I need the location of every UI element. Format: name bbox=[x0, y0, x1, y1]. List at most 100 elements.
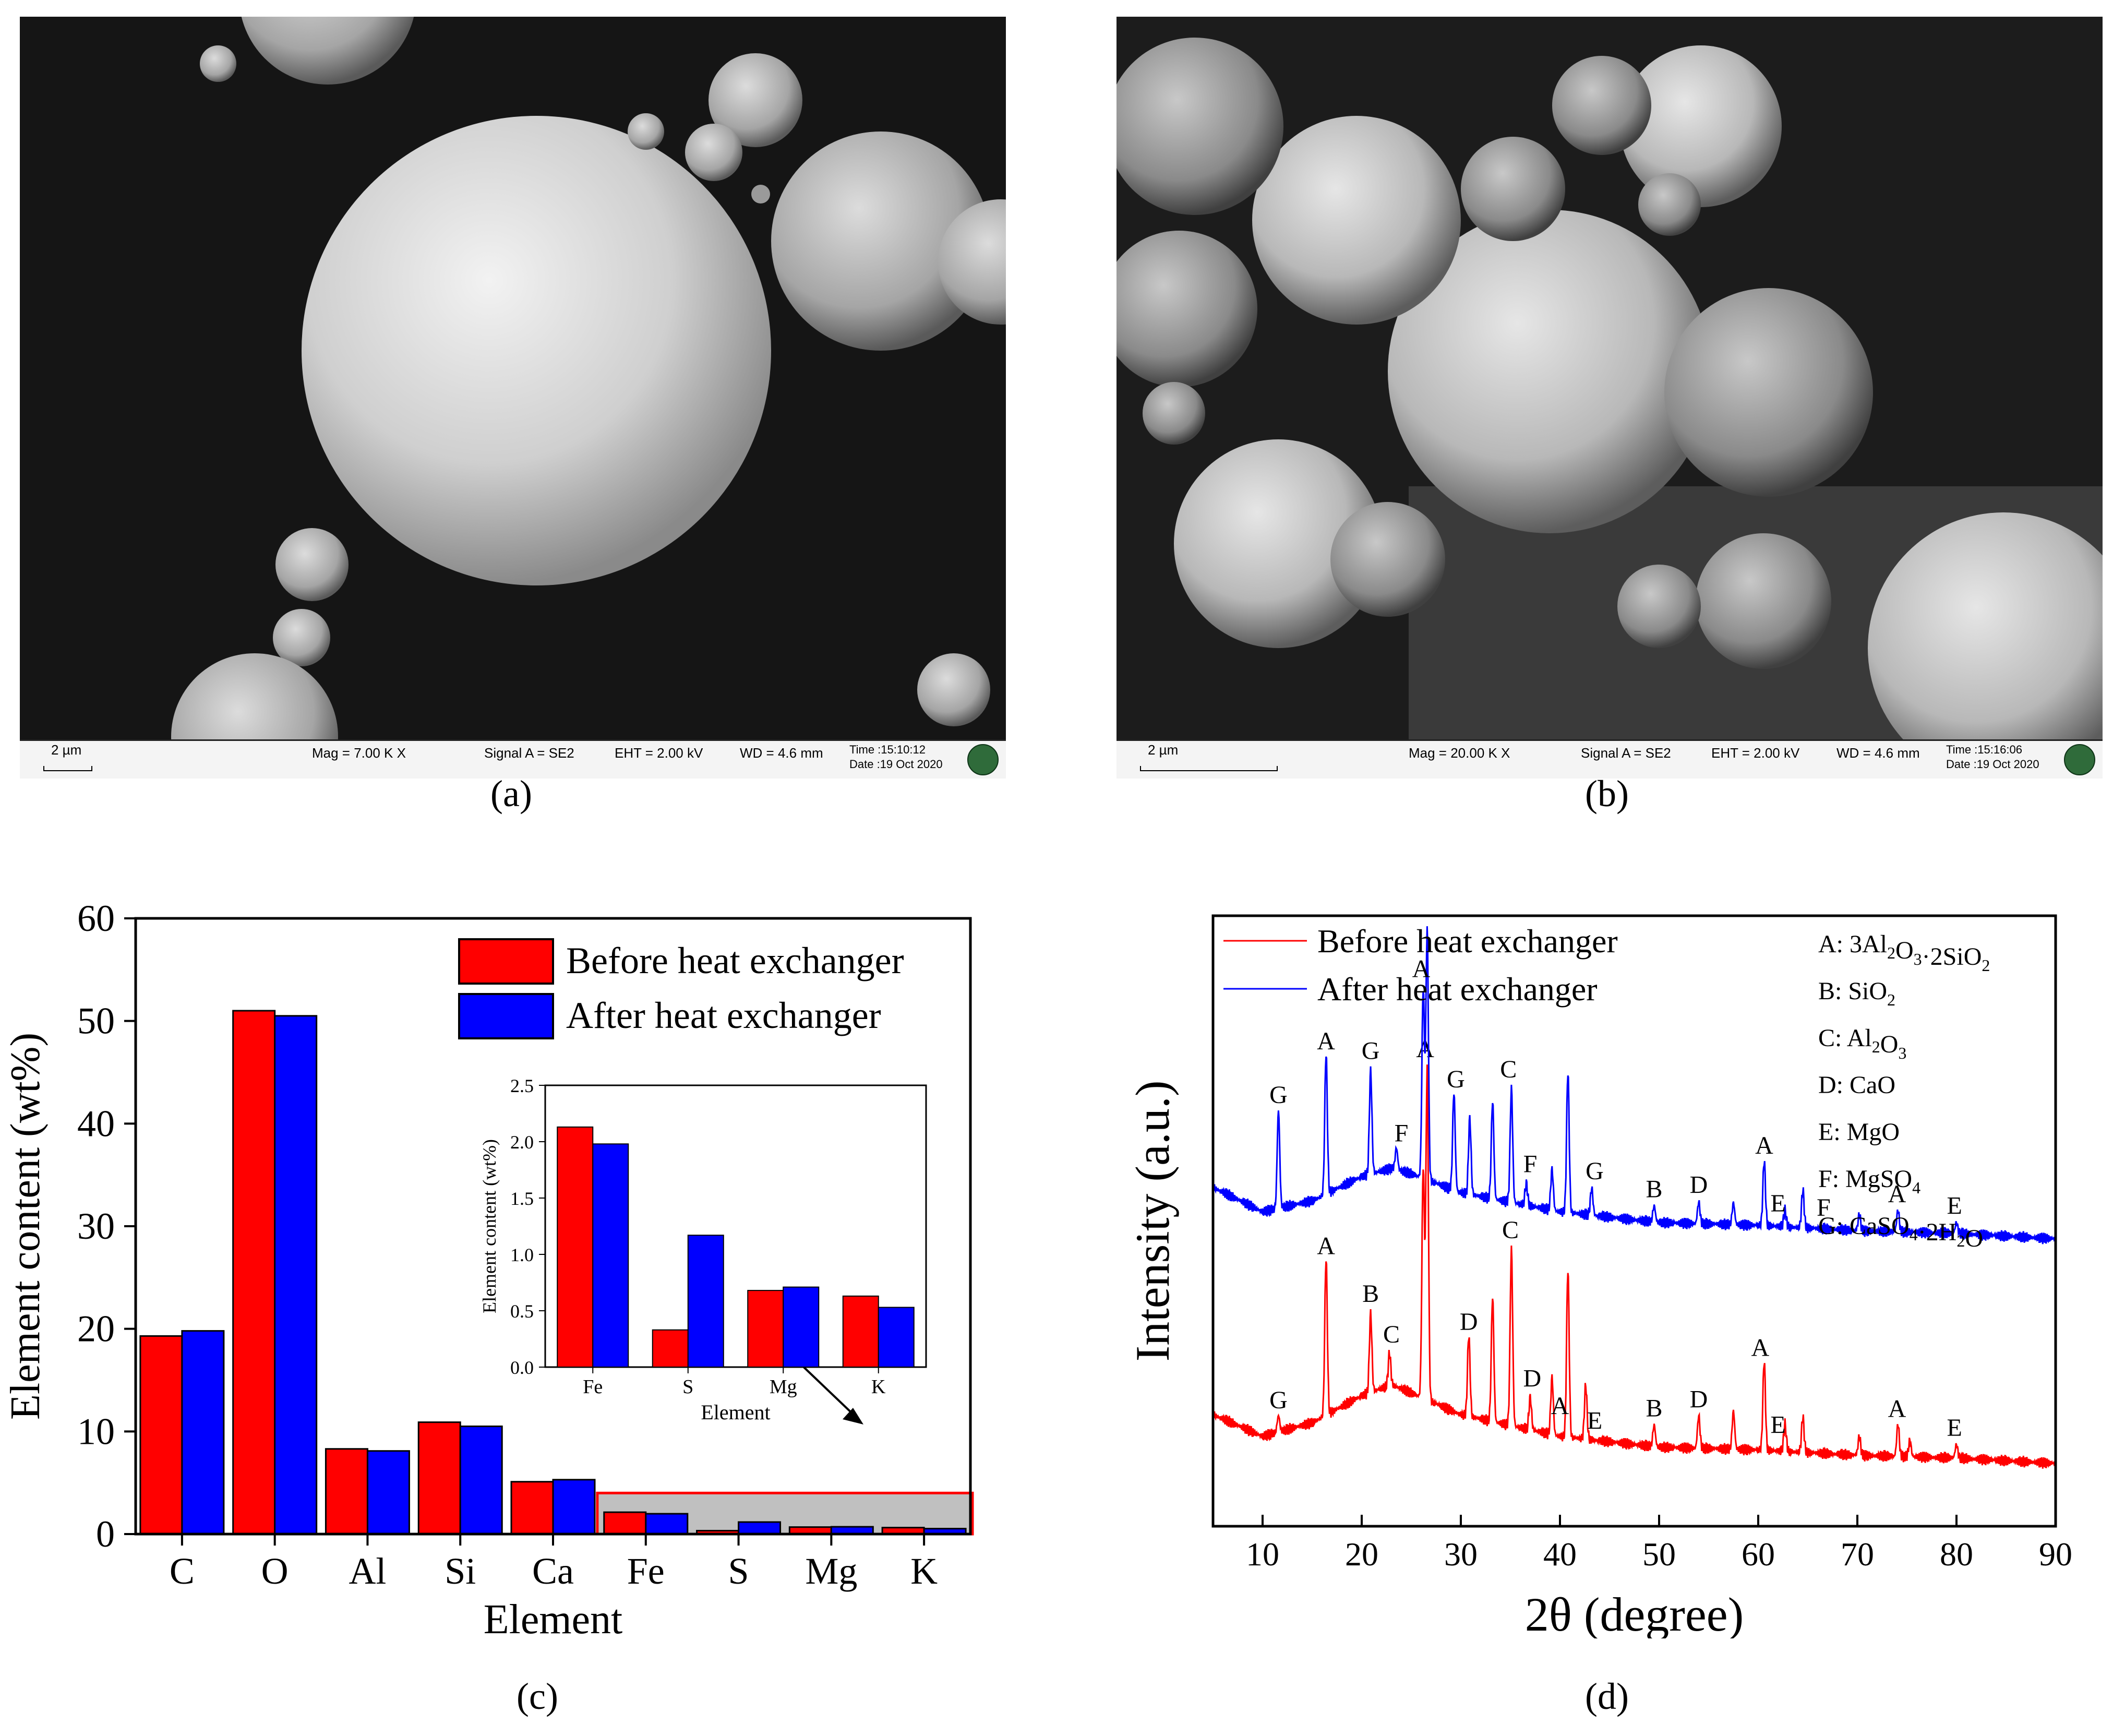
inset-bar-before-K bbox=[842, 1295, 879, 1368]
time-a: Time :15:10:12 bbox=[849, 743, 926, 756]
x-tick-label: 10 bbox=[1246, 1536, 1279, 1573]
peak-annotation-before: B bbox=[1646, 1395, 1662, 1422]
inset-bar-after-S bbox=[687, 1235, 724, 1368]
inset-arrow-line bbox=[797, 1361, 857, 1418]
peak-annotation-after: A bbox=[1317, 1027, 1335, 1055]
y-tick-label: 40 bbox=[77, 1103, 115, 1144]
x-tick-label: C bbox=[170, 1550, 195, 1592]
large-sphere bbox=[302, 116, 771, 585]
peak-annotation-before: E bbox=[1947, 1414, 1962, 1442]
inset-y-axis-title: Element content (wt%) bbox=[479, 1139, 500, 1313]
peak-annotation-before: D bbox=[1460, 1308, 1478, 1336]
inset-bar-before-S bbox=[652, 1329, 689, 1368]
peak-annotation-before: D bbox=[1690, 1385, 1708, 1413]
legend-label: Before heat exchanger bbox=[566, 940, 904, 981]
caption-a: (a) bbox=[490, 773, 532, 815]
inset-bar-before-Mg bbox=[747, 1290, 784, 1368]
element-content-bar-chart: C O Al Si Ca Fe S Mg K 0 10 20 30 40 50 60 Element Elemen… bbox=[3, 897, 974, 1638]
phase-legend-entry: A: 3Al2O3·2SiO2 bbox=[1818, 930, 1990, 975]
x-tick-label: 40 bbox=[1543, 1536, 1577, 1573]
x-tick-label: 80 bbox=[1940, 1536, 1973, 1573]
inset-y-tick-label: 1.0 bbox=[510, 1244, 534, 1265]
inset-bar-before-Fe bbox=[557, 1126, 594, 1368]
x-tick-label: K bbox=[910, 1550, 938, 1592]
y-tick-label: 10 bbox=[77, 1410, 115, 1452]
scale-bar-a bbox=[43, 766, 92, 771]
peak-annotation-after: A bbox=[1755, 1132, 1773, 1159]
mag-b: Mag = 20.00 K X bbox=[1409, 745, 1510, 761]
inset-y-tick-label: 0.5 bbox=[510, 1301, 534, 1322]
phase-legend-entry: B: SiO2 bbox=[1818, 977, 1895, 1009]
peak-annotation-before: B bbox=[1362, 1280, 1379, 1308]
institution-logo-a bbox=[967, 744, 999, 775]
inset-bar-after-K bbox=[878, 1307, 915, 1368]
bar-before-Ca bbox=[510, 1481, 554, 1535]
wd-b: WD = 4.6 mm bbox=[1836, 745, 1920, 761]
bar-before-Al bbox=[325, 1448, 368, 1535]
peak-annotation-before: A bbox=[1751, 1334, 1769, 1361]
peak-annotation-before: C bbox=[1383, 1321, 1400, 1348]
peak-annotation-after: E bbox=[1947, 1192, 1962, 1219]
sem-micrograph-b bbox=[1116, 17, 2103, 779]
inset-bar-after-Mg bbox=[783, 1286, 820, 1368]
sem-image-b: 2 µm Mag = 20.00 K X Signal A = SE2 EHT … bbox=[1116, 17, 2103, 779]
bar-before-Si bbox=[417, 1421, 461, 1535]
x-axis-title: 2θ (degree) bbox=[1525, 1588, 1744, 1638]
x-tick-label: 20 bbox=[1345, 1536, 1378, 1573]
scale-label-b: 2 µm bbox=[1148, 742, 1179, 758]
bar-before-O bbox=[232, 1010, 276, 1535]
x-tick-label: Si bbox=[445, 1550, 476, 1592]
x-tick-label: 70 bbox=[1841, 1536, 1874, 1573]
peak-annotation-before: A bbox=[1888, 1395, 1906, 1422]
signal-b: Signal A = SE2 bbox=[1581, 745, 1671, 761]
y-tick-label: 60 bbox=[77, 897, 115, 939]
inset-y-tick-label: 0.0 bbox=[510, 1357, 534, 1378]
institution-logo-b bbox=[2064, 744, 2095, 775]
peak-annotation-after: D bbox=[1690, 1171, 1708, 1199]
phase-legend-entry: C: Al2O3 bbox=[1818, 1024, 1906, 1062]
x-tick-label: Al bbox=[349, 1550, 386, 1592]
inset-bar-after-Fe bbox=[592, 1143, 629, 1368]
peak-annotation-after: F bbox=[1523, 1150, 1538, 1178]
inset-arrow-head bbox=[843, 1408, 863, 1424]
bar-before-Fe bbox=[603, 1511, 647, 1535]
y-axis-title: Intensity (a.u.) bbox=[1126, 1080, 1179, 1361]
peak-annotation-before: E bbox=[1770, 1411, 1785, 1439]
scale-label-a: 2 µm bbox=[51, 742, 82, 758]
bar-after-S bbox=[738, 1521, 782, 1535]
inset-x-tick-label: Fe bbox=[583, 1376, 603, 1398]
peak-annotation-after: G bbox=[1362, 1037, 1380, 1065]
peak-annotation-before: C bbox=[1502, 1216, 1519, 1244]
inset-y-tick-label: 2.0 bbox=[510, 1132, 534, 1153]
x-tick-label: Mg bbox=[805, 1550, 857, 1592]
x-tick-label: Ca bbox=[532, 1550, 574, 1592]
peak-annotation-after: A bbox=[1412, 955, 1431, 983]
xrd-line-after bbox=[1212, 926, 2057, 1244]
inset-x-axis-title: Element bbox=[701, 1400, 770, 1424]
bar-after-Fe bbox=[645, 1513, 689, 1535]
caption-c: (c) bbox=[517, 1675, 558, 1717]
bar-after-Ca bbox=[552, 1479, 596, 1535]
peak-annotation-before: A bbox=[1317, 1232, 1335, 1260]
peak-annotation-after: C bbox=[1500, 1056, 1517, 1083]
inset-y-tick-label: 2.5 bbox=[510, 1075, 534, 1096]
inset-y-tick-label: 1.5 bbox=[510, 1188, 534, 1209]
central-sphere bbox=[1388, 210, 1711, 533]
sem-info-bar-b: 2 µm Mag = 20.00 K X Signal A = SE2 EHT … bbox=[1116, 739, 2103, 779]
x-tick-label: O bbox=[261, 1550, 289, 1592]
eht-a: EHT = 2.00 kV bbox=[615, 745, 703, 761]
legend-swatch-after bbox=[458, 993, 554, 1039]
peak-annotation-after: A bbox=[1888, 1180, 1906, 1208]
panel-a: 2 µm Mag = 7.00 K X Signal A = SE2 EHT =… bbox=[20, 17, 1006, 779]
eht-b: EHT = 2.00 kV bbox=[1711, 745, 1800, 761]
legend-label: After heat exchanger bbox=[1317, 971, 1598, 1008]
wd-a: WD = 4.6 mm bbox=[740, 745, 823, 761]
peak-annotation-after: F bbox=[1395, 1120, 1409, 1147]
bar-after-Al bbox=[366, 1450, 410, 1535]
y-tick-label: 0 bbox=[96, 1513, 115, 1555]
peak-annotation-before: A bbox=[1551, 1392, 1569, 1420]
inset-x-tick-label: K bbox=[871, 1376, 886, 1398]
caption-d: (d) bbox=[1585, 1675, 1629, 1717]
legend-swatch-before bbox=[458, 938, 554, 985]
